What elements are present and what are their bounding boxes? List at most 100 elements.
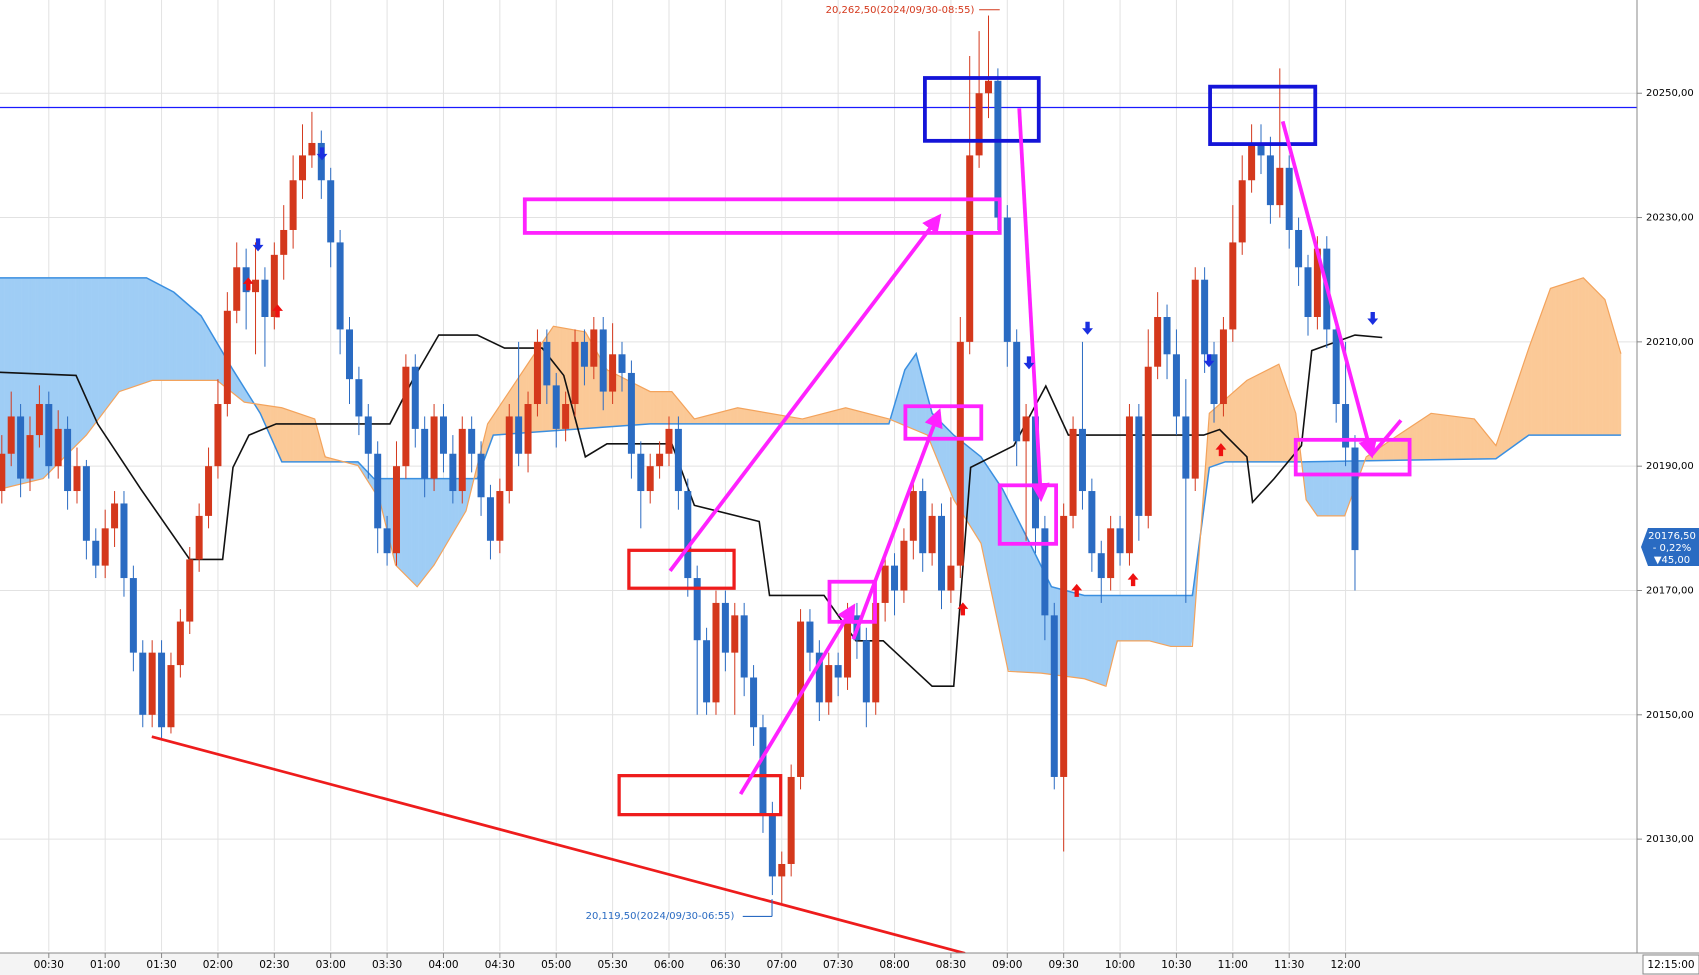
cursor-time-box	[1642, 954, 1699, 975]
cloud-fill	[617, 375, 621, 427]
candle-body	[984, 80, 992, 94]
cloud-fill	[1207, 412, 1211, 482]
cloud-fill	[1153, 595, 1157, 643]
cloud-fill	[25, 277, 29, 483]
candle-body	[411, 366, 419, 429]
cloud-fill	[30, 277, 34, 482]
candle-body	[966, 155, 974, 342]
cloud-fill	[1487, 434, 1490, 459]
cloud-fill	[1108, 595, 1112, 675]
cloud-fill	[1097, 595, 1100, 684]
candle-body	[1238, 180, 1246, 243]
candle-body	[167, 665, 175, 728]
cloud-fill	[1280, 368, 1283, 462]
cloud-fill	[190, 306, 193, 381]
magenta-arrow	[851, 408, 943, 640]
candle-body	[1022, 416, 1030, 442]
cloud-fill	[709, 414, 713, 424]
candle-body	[1172, 354, 1180, 417]
cloud-fill	[1038, 560, 1041, 674]
cloud-fill	[1482, 428, 1485, 459]
candle-body	[740, 615, 748, 678]
cloud-fill	[977, 453, 980, 542]
cloud-fill	[1414, 422, 1417, 461]
cloud-fill	[1578, 278, 1582, 436]
x-tick-label: 08:30	[936, 959, 966, 971]
cloud-fill	[284, 408, 287, 462]
cloud-fill	[1517, 374, 1521, 444]
candle-body	[486, 497, 494, 541]
cloud-fill	[1604, 299, 1608, 436]
cloud-fill	[382, 478, 386, 523]
cloud-fill	[1322, 461, 1326, 516]
cloud-fill	[636, 384, 640, 425]
cloud-fill	[129, 277, 132, 389]
x-tick-label: 09:00	[992, 959, 1022, 971]
candle-body	[1229, 242, 1237, 330]
cloud-fill	[1590, 284, 1594, 436]
cloud-fill	[1418, 419, 1422, 460]
cloud-fill	[103, 277, 106, 413]
cloud-fill	[1616, 337, 1619, 436]
cloud-fill	[1320, 461, 1323, 516]
cloud-fill	[1432, 413, 1436, 460]
cloud-fill	[1230, 392, 1234, 462]
cloud-fill	[1176, 595, 1180, 647]
cloud-fill	[467, 478, 471, 506]
cloud-fill	[1068, 591, 1072, 678]
candle-body	[844, 615, 852, 678]
cloud-fill	[1611, 321, 1615, 436]
cloud-fill	[420, 478, 424, 583]
cloud-fill	[984, 461, 987, 570]
cloud-fill	[1104, 595, 1107, 686]
cloud-fill	[725, 410, 729, 424]
cloud-fill	[404, 478, 407, 576]
cloud-fill	[1183, 595, 1187, 647]
cloud-fill	[1336, 461, 1340, 516]
cloud-fill	[664, 391, 668, 424]
cloud-fill	[812, 415, 816, 424]
cloud-fill	[206, 325, 210, 381]
cloud-fill	[1390, 438, 1394, 461]
cloud-fill	[737, 407, 741, 424]
cloud-fill	[1447, 415, 1450, 460]
cloud-fill	[1588, 282, 1591, 436]
magenta-box	[1293, 437, 1412, 477]
cloud-fill	[1461, 417, 1464, 460]
cloud-fill	[302, 414, 306, 462]
cloud-fill	[152, 281, 156, 381]
candle-body	[317, 142, 325, 181]
x-tick-label: 07:30	[823, 959, 853, 971]
cloud-fill	[1151, 595, 1154, 642]
candle-body	[129, 578, 137, 653]
cloud-fill	[855, 410, 858, 424]
cloud-fill	[110, 277, 113, 404]
cloud-fill	[300, 414, 304, 462]
candle-body	[900, 540, 908, 591]
cloud-fill	[1348, 461, 1352, 506]
annotations	[151, 9, 1412, 955]
candle-body	[1257, 142, 1265, 156]
cloud-fill	[1385, 441, 1389, 461]
cloud-fill	[655, 391, 659, 424]
cloud-fill	[1263, 370, 1267, 462]
candle-body	[7, 416, 15, 454]
cloud-fill	[730, 408, 734, 424]
candle-body	[1201, 279, 1209, 355]
cloud-fill	[716, 412, 720, 424]
cloud-fill	[793, 417, 797, 424]
candle-body	[139, 652, 147, 715]
cloud-fill	[418, 478, 421, 586]
cloud-fill	[98, 277, 102, 419]
cloud-fill	[1571, 280, 1575, 436]
cloud-fill	[1101, 595, 1105, 686]
cloud-fill	[826, 412, 830, 424]
cloud-fill	[429, 478, 433, 571]
cloud-fill	[194, 310, 198, 381]
candle-body	[552, 385, 560, 429]
cloud-fill	[1289, 395, 1293, 462]
cloud-fill	[72, 277, 76, 449]
cloud-fill	[1212, 408, 1215, 467]
cloud-fill	[624, 378, 628, 426]
cloud-fill	[1508, 402, 1511, 450]
